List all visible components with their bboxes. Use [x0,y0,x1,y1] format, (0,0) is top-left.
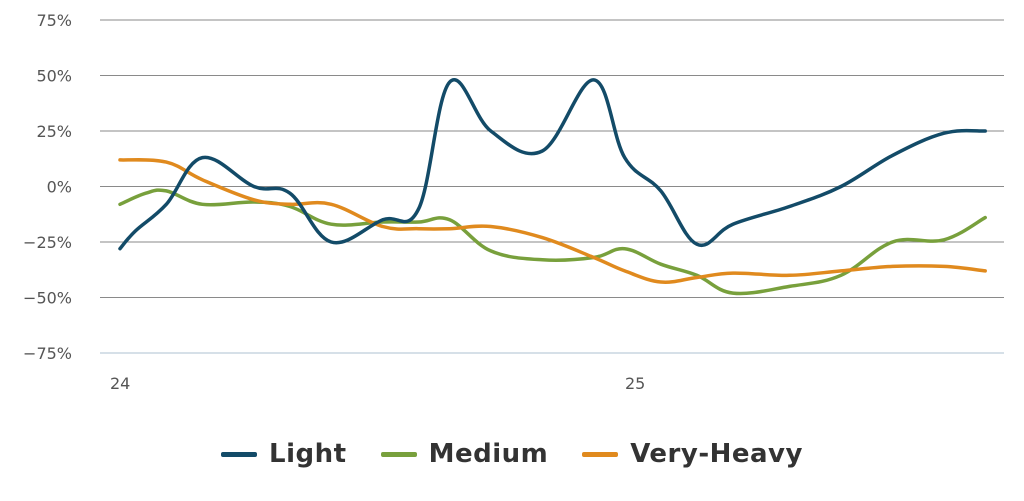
y-tick-label: −25% [23,233,72,252]
y-tick-label: 25% [36,122,72,141]
legend-item-very-heavy: Very-Heavy [582,439,803,469]
legend-label: Very-Heavy [630,439,803,469]
x-tick-label: 25 [625,374,645,393]
line-chart: 75% 50% 25% 0% −25% −50% −75% 24 25 [23,11,1004,393]
y-tick-label: 50% [36,67,72,86]
series-line-medium [118,188,987,296]
y-tick-label: 75% [36,11,72,30]
x-axis-ticks: 24 25 [110,374,645,393]
legend-label: Medium [428,439,549,469]
legend: Light Medium Very-Heavy [0,430,1024,478]
legend-item-light: Light [221,439,347,469]
grid-lines [100,19,1004,354]
legend-swatch [380,451,417,457]
series-lines [118,78,987,296]
series-line-very-heavy [118,158,987,284]
y-axis-ticks: 75% 50% 25% 0% −25% −50% −75% [23,11,72,363]
legend-swatch [582,451,619,457]
legend-item-medium: Medium [380,439,549,469]
y-tick-label: −75% [23,344,72,363]
legend-label: Light [269,439,347,469]
legend-swatch [221,451,258,457]
y-tick-label: 0% [47,178,72,197]
series-line-light [118,78,987,251]
x-tick-label: 24 [110,374,130,393]
y-tick-label: −50% [23,289,72,308]
